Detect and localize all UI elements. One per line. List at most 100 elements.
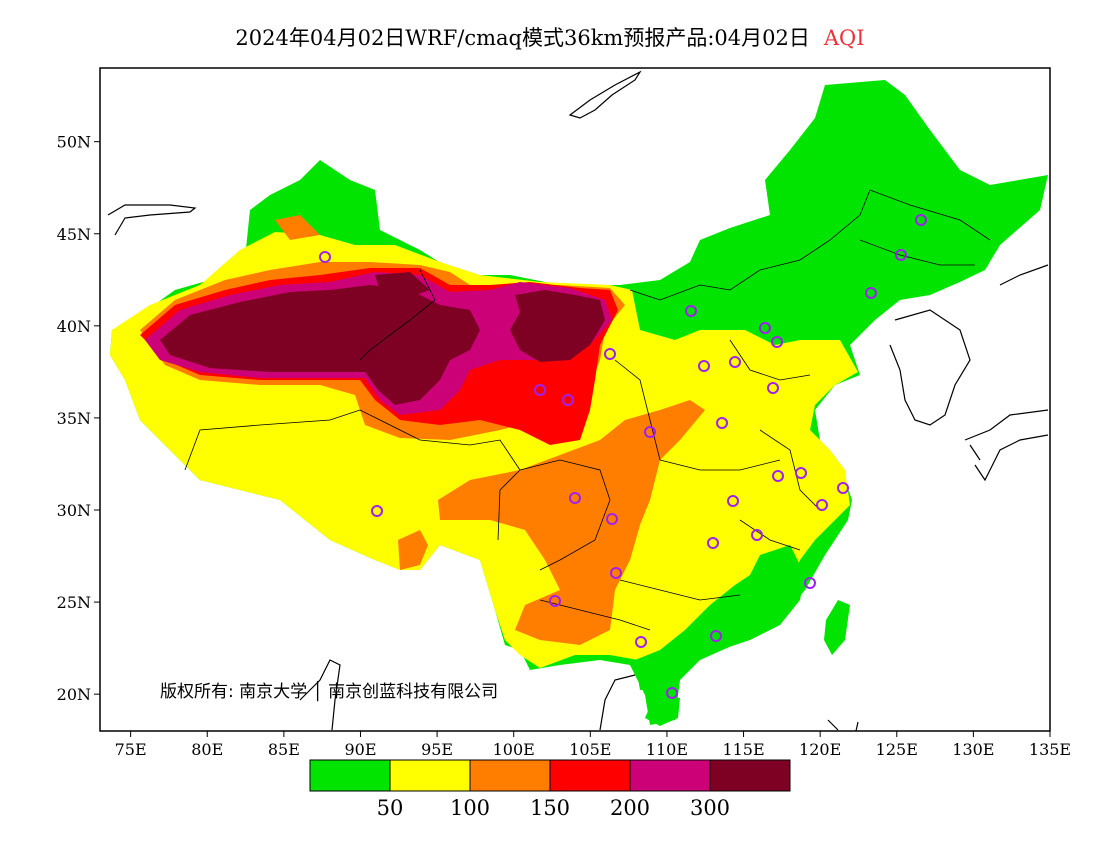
lon-tick-label: 110E	[646, 740, 688, 759]
station-marker	[685, 305, 697, 317]
lat-tick-label: 45N	[57, 225, 91, 244]
map-frame	[99, 67, 1051, 732]
station-marker	[716, 417, 728, 429]
boundary-yunnan-guangxi	[539, 599, 651, 631]
station-marker	[729, 356, 741, 368]
lat-tick-label: 40N	[57, 317, 91, 336]
station-marker	[837, 482, 849, 494]
lon-tick-label: 85E	[268, 740, 300, 759]
boundary-jilin	[859, 239, 975, 266]
station-marker	[319, 251, 331, 263]
legend-swatch	[549, 759, 631, 792]
boundary-hebei-shandong	[729, 339, 811, 381]
legend-label: 150	[530, 796, 570, 820]
station-marker	[915, 214, 927, 226]
boundary-xinjiang-tibet	[184, 409, 381, 471]
copyright-text: 版权所有: 南京大学 │ 南京创蓝科技有限公司	[160, 681, 498, 702]
aqi-legend: 50 100 150 200 300	[309, 759, 791, 820]
lat-tick-label: 30N	[57, 501, 91, 520]
coastline-japan	[964, 409, 1049, 482]
station-marker	[751, 529, 763, 541]
boundary-henan-hubei	[659, 459, 781, 471]
legend-swatch	[709, 759, 791, 792]
station-marker	[644, 426, 656, 438]
coastline-lake-balkhash	[107, 204, 197, 236]
lat-tick-label: 25N	[57, 593, 91, 612]
station-marker	[666, 687, 678, 699]
lon-tick-label: 75E	[115, 740, 147, 759]
lat-tick-label: 50N	[57, 133, 91, 152]
map-title: 2024年04月02日WRF/cmaq模式36km预报产品:04月02日 AQI	[0, 22, 1100, 52]
boundary-xinjiang-gansu	[359, 269, 436, 361]
coastline-sea	[827, 719, 859, 732]
station-marker	[865, 287, 877, 299]
legend-swatch	[469, 759, 551, 792]
legend-swatch	[309, 759, 391, 792]
lon-tick-label: 100E	[493, 740, 535, 759]
station-marker	[635, 636, 647, 648]
lon-tick-label: 115E	[722, 740, 764, 759]
aqi-region-good-hainan	[645, 695, 680, 726]
boundary-inner-mongolia	[629, 189, 871, 301]
legend-label: 100	[450, 796, 490, 820]
coastline-indochina	[299, 659, 636, 731]
lat-tick-label: 35N	[57, 409, 91, 428]
lon-tick-label: 135E	[1029, 740, 1071, 759]
station-marker	[610, 567, 622, 579]
latitude-axis: 20N 25N 30N 35N 40N 45N 50N	[57, 133, 100, 704]
title-variable: AQI	[823, 26, 865, 50]
legend-label: 300	[690, 796, 730, 820]
station-markers	[319, 214, 927, 699]
boundary-hunan-guangdong	[619, 579, 741, 601]
station-marker	[795, 467, 807, 479]
aqi-region-good-southeast	[635, 545, 805, 690]
coastline-baikal	[568, 70, 642, 119]
boundary-jiangxi-fujian	[739, 519, 801, 551]
legend-label: 50	[377, 796, 404, 820]
aqi-region-hazardous-west	[160, 285, 480, 405]
station-marker	[816, 499, 828, 511]
longitude-axis: 75E 80E 85E 90E 95E 100E 105E 110E 115E 120E 125E 1…	[115, 731, 1071, 759]
station-marker	[895, 249, 907, 261]
station-marker	[707, 537, 719, 549]
coastline-korea-japan	[889, 309, 971, 426]
lat-tick-label: 20N	[57, 685, 91, 704]
boundary-heilongjiang	[869, 189, 991, 241]
lon-tick-label: 125E	[876, 740, 918, 759]
lon-tick-label: 90E	[344, 740, 376, 759]
aqi-region-usg-tibet	[398, 530, 428, 570]
station-marker	[569, 492, 581, 504]
station-marker	[759, 322, 771, 334]
station-marker	[767, 382, 779, 394]
lon-tick-label: 95E	[421, 740, 453, 759]
station-marker	[549, 595, 561, 607]
coastline-russia-east	[999, 264, 1049, 286]
station-marker	[371, 505, 383, 517]
province-boundaries	[184, 189, 991, 631]
station-marker	[698, 360, 710, 372]
station-marker	[771, 336, 783, 348]
boundary-qinghai-tibet	[379, 419, 521, 541]
station-marker	[534, 384, 546, 396]
lon-tick-label: 130E	[952, 740, 994, 759]
coastlines	[107, 70, 1049, 732]
station-marker	[604, 348, 616, 360]
boundary-sichuan	[519, 459, 611, 571]
aqi-region-usg-north	[275, 215, 320, 240]
lon-tick-label: 120E	[799, 740, 841, 759]
legend-swatch	[629, 759, 711, 792]
aqi-region-hazardous-east	[510, 290, 605, 362]
legend-swatch	[389, 759, 471, 792]
station-marker	[772, 470, 784, 482]
station-marker	[562, 394, 574, 406]
aqi-region-hazardous-north	[375, 272, 430, 300]
station-marker	[710, 630, 722, 642]
station-marker	[804, 577, 816, 589]
lon-tick-label: 80E	[191, 740, 223, 759]
legend-label: 200	[610, 796, 650, 820]
station-marker	[727, 495, 739, 507]
boundary-jiangsu-anhui	[759, 429, 821, 511]
station-marker	[606, 513, 618, 525]
title-text: 2024年04月02日WRF/cmaq模式36km预报产品:04月02日	[235, 26, 810, 50]
